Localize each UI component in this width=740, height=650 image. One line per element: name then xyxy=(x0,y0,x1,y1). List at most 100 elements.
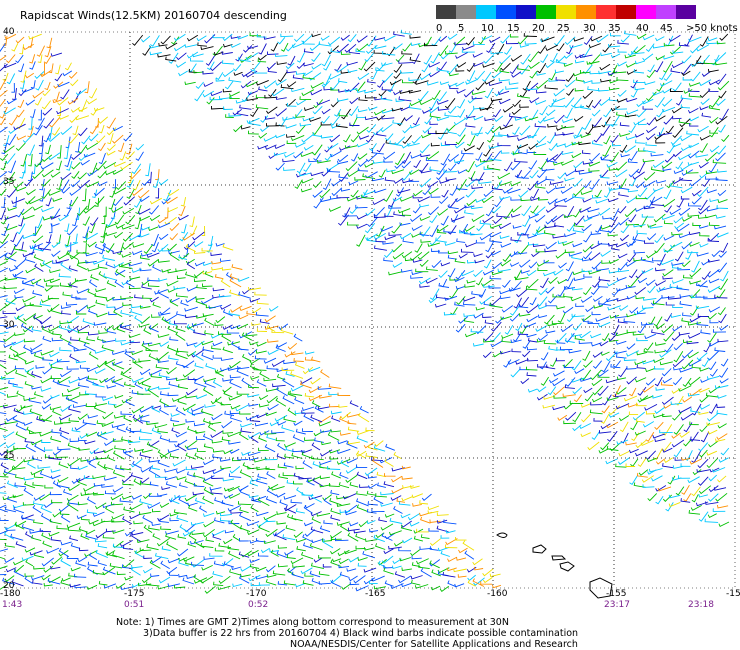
wind-barb xyxy=(79,365,90,369)
wind-barb xyxy=(557,240,568,245)
wind-barb xyxy=(266,324,276,332)
wind-barb xyxy=(213,51,224,56)
wind-barb xyxy=(689,242,700,247)
wind-barb xyxy=(318,581,331,585)
wind-barb xyxy=(536,72,546,76)
wind-barb xyxy=(256,379,267,387)
wind-barb xyxy=(249,341,259,346)
wind-barb xyxy=(327,168,341,173)
wind-barb xyxy=(401,50,413,55)
wind-barb xyxy=(636,310,646,315)
wind-barb xyxy=(636,33,647,40)
wind-barb xyxy=(574,87,584,92)
wind-barb xyxy=(228,550,241,560)
wind-barb xyxy=(534,123,547,128)
wind-barb xyxy=(626,343,636,350)
wind-barb xyxy=(537,267,548,272)
wind-barb xyxy=(499,124,513,130)
wind-barb xyxy=(177,548,189,557)
wind-barb xyxy=(342,207,351,218)
wind-barb xyxy=(527,234,538,239)
wind-barb xyxy=(85,377,99,386)
wind-barb xyxy=(257,58,267,63)
wind-barb xyxy=(292,434,305,443)
wind-barb xyxy=(347,420,357,425)
wind-barb xyxy=(248,456,259,461)
wind-barb xyxy=(312,105,323,115)
wind-barb xyxy=(212,341,223,347)
wind-barb xyxy=(104,324,114,332)
wind-barb xyxy=(241,332,253,341)
wind-barb xyxy=(353,575,366,584)
wind-barb xyxy=(556,346,565,351)
wind-barb xyxy=(88,88,98,99)
wind-barb xyxy=(695,501,709,507)
wind-barb xyxy=(39,528,52,533)
wind-barb xyxy=(660,259,674,266)
wind-barb xyxy=(145,347,159,352)
wind-barb xyxy=(419,178,432,188)
wind-barb xyxy=(551,102,564,108)
wind-barb xyxy=(31,245,44,252)
wind-barb xyxy=(463,145,475,152)
wind-barb xyxy=(78,437,87,442)
wind-barb xyxy=(26,426,36,434)
wind-barb xyxy=(5,298,16,305)
wind-barb xyxy=(649,225,663,229)
wind-barb xyxy=(488,144,502,149)
wind-barb xyxy=(636,351,648,356)
wind-barb xyxy=(272,570,286,576)
wind-barb xyxy=(364,51,375,62)
wind-barb xyxy=(313,99,324,109)
wind-barb xyxy=(670,68,681,74)
wind-barb xyxy=(168,355,179,361)
wind-barb xyxy=(644,240,655,244)
wind-barb xyxy=(326,163,339,172)
wind-barb xyxy=(497,172,511,180)
wind-barb xyxy=(365,208,376,216)
wind-barb xyxy=(681,70,691,77)
wind-barb xyxy=(23,411,35,415)
wind-barb xyxy=(164,476,177,481)
wind-barb xyxy=(608,338,619,342)
wind-barb xyxy=(240,125,251,130)
wind-barb xyxy=(509,34,519,38)
wind-barb xyxy=(222,60,235,65)
wind-barb xyxy=(0,252,8,259)
wind-barb xyxy=(597,385,609,396)
wind-barb xyxy=(408,77,420,81)
wind-barb xyxy=(94,293,108,299)
wind-barb xyxy=(124,576,134,581)
wind-barb xyxy=(329,497,342,506)
wind-barb xyxy=(468,170,476,180)
wind-barb xyxy=(440,535,450,539)
wind-barb xyxy=(601,116,611,128)
wind-barb xyxy=(267,339,279,343)
wind-barb xyxy=(166,566,178,575)
wind-barb xyxy=(447,33,458,40)
wind-barb xyxy=(715,152,726,162)
wind-barb xyxy=(95,456,108,460)
wind-barb xyxy=(144,386,159,392)
wind-barb xyxy=(111,206,124,213)
wind-barb xyxy=(487,135,495,143)
wind-barb xyxy=(698,199,708,211)
wind-barb xyxy=(399,90,413,94)
wind-barb xyxy=(367,501,378,506)
wind-barb xyxy=(77,479,87,486)
wind-barb xyxy=(302,116,315,122)
wind-barb xyxy=(402,135,412,145)
wind-barb xyxy=(196,35,207,42)
wind-barb xyxy=(12,383,24,389)
wind-barb xyxy=(148,353,161,362)
wind-barb xyxy=(0,361,7,370)
wind-barb xyxy=(283,416,297,423)
wind-barb xyxy=(467,259,477,264)
wind-barb xyxy=(12,504,27,509)
wind-barb xyxy=(620,432,629,444)
wind-barb xyxy=(428,98,438,110)
wind-barb xyxy=(229,374,241,379)
wind-barb xyxy=(698,225,709,229)
wind-barb xyxy=(349,122,360,127)
lon-label-170: -170 xyxy=(246,589,267,599)
